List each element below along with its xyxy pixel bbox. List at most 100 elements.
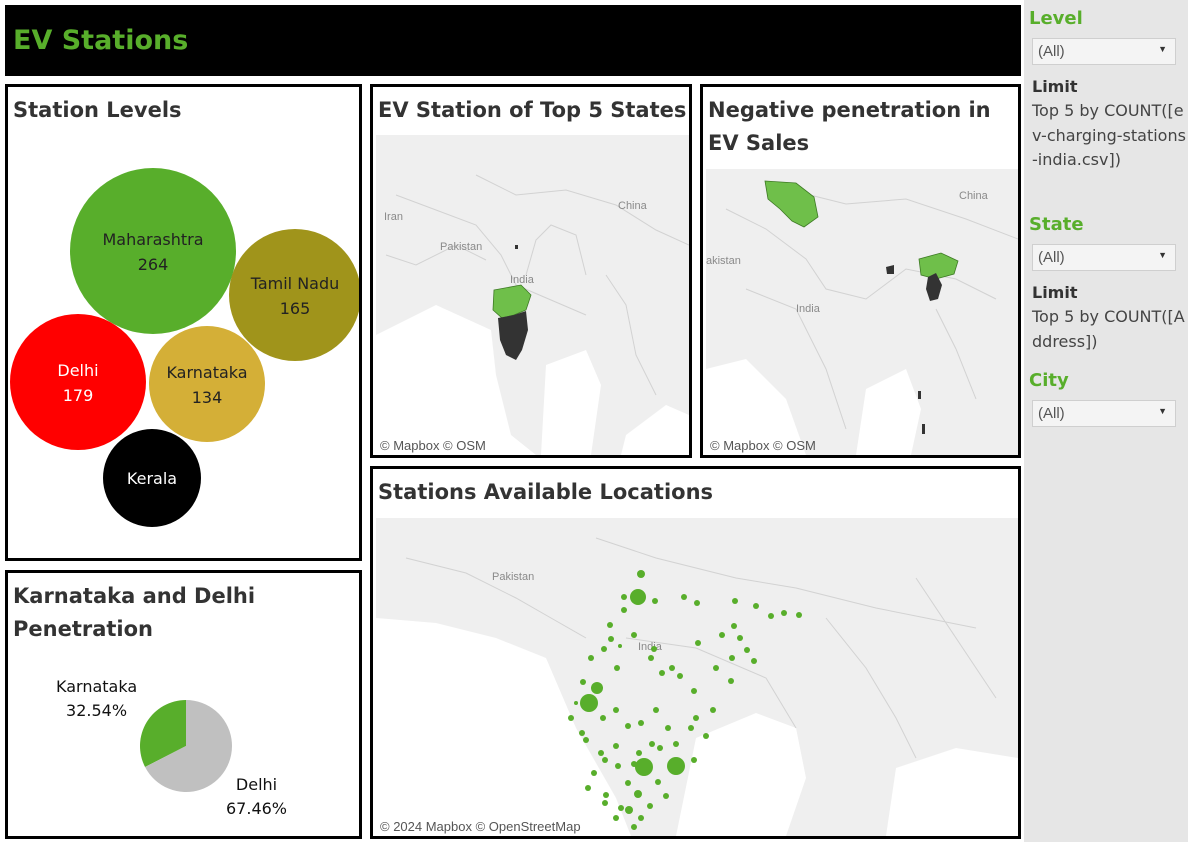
station-marker[interactable] [618,805,624,811]
station-marker[interactable] [636,750,642,756]
bubble-value-tamil-nadu: 165 [280,299,311,318]
station-marker[interactable] [585,785,591,791]
station-marker[interactable] [580,679,586,685]
bubble-kerala[interactable] [103,429,201,527]
station-marker[interactable] [583,737,589,743]
station-marker[interactable] [634,790,642,798]
level-filter-dropdown[interactable]: (All) ▼ [1032,38,1176,65]
station-marker[interactable] [603,792,609,798]
station-marker[interactable] [796,612,802,618]
station-marker[interactable] [588,655,594,661]
station-marker[interactable] [621,594,627,600]
level-filter-title: Level [1029,8,1083,29]
station-location-markers [568,570,802,830]
top5-states-map[interactable]: Iran Pakistan India China © Mapbox © OSM [376,135,689,455]
station-marker[interactable] [618,644,622,648]
station-marker[interactable] [651,646,657,652]
station-marker[interactable] [600,715,606,721]
negative-map-attribution: © Mapbox © OSM [710,438,816,453]
station-marker[interactable] [647,803,653,809]
station-marker[interactable] [602,757,608,763]
station-marker[interactable] [580,694,598,712]
stations-locations-map[interactable]: Pakistan India © 2024 Mapbox © OpenStree… [376,518,1018,836]
station-marker[interactable] [601,646,607,652]
station-marker[interactable] [625,723,631,729]
station-marker[interactable] [703,733,709,739]
bubble-value-delhi: 179 [63,386,94,405]
station-marker[interactable] [631,824,637,830]
station-marker[interactable] [751,658,757,664]
state-filter-dropdown[interactable]: (All) ▼ [1032,244,1176,271]
station-marker[interactable] [621,607,627,613]
station-marker[interactable] [781,610,787,616]
bubble-label-kerala: Kerala [127,469,177,488]
station-marker[interactable] [657,745,663,751]
station-marker[interactable] [768,613,774,619]
station-marker[interactable] [638,720,644,726]
station-marker[interactable] [719,632,725,638]
bubble-karnataka[interactable] [149,326,265,442]
station-marker[interactable] [631,632,637,638]
station-marker[interactable] [659,670,665,676]
station-marker[interactable] [737,635,743,641]
station-marker[interactable] [729,655,735,661]
top5-map-attribution: © Mapbox © OSM [380,438,486,453]
station-marker[interactable] [625,780,631,786]
station-marker[interactable] [613,815,619,821]
station-marker[interactable] [731,623,737,629]
station-marker[interactable] [615,763,621,769]
station-marker[interactable] [631,761,637,767]
station-marker[interactable] [673,741,679,747]
bubble-maharashtra[interactable] [70,168,236,334]
station-marker[interactable] [663,793,669,799]
station-marker[interactable] [728,678,734,684]
station-marker[interactable] [579,730,585,736]
station-marker[interactable] [732,598,738,604]
station-marker[interactable] [695,640,701,646]
station-marker[interactable] [667,757,685,775]
station-marker[interactable] [694,600,700,606]
station-marker[interactable] [574,701,578,705]
station-marker[interactable] [630,589,646,605]
station-marker[interactable] [568,715,574,721]
pie-slice-karnataka[interactable] [139,700,186,767]
station-marker[interactable] [637,570,645,578]
station-marker[interactable] [655,779,661,785]
station-marker[interactable] [710,707,716,713]
negative-penetration-map[interactable]: akistan India China © Mapbox © OSM [706,169,1018,455]
station-marker[interactable] [649,741,655,747]
station-marker[interactable] [638,815,644,821]
station-marker[interactable] [591,682,603,694]
station-marker[interactable] [613,743,619,749]
pie-slice-delhi[interactable] [145,700,232,792]
map-label-india: India [510,274,535,286]
station-marker[interactable] [608,636,614,642]
penetration-pie-chart [139,700,232,792]
station-marker[interactable] [691,757,697,763]
station-marker[interactable] [665,725,671,731]
station-marker[interactable] [625,806,633,814]
station-marker[interactable] [713,665,719,671]
bubble-tamil-nadu[interactable] [229,229,359,361]
station-marker[interactable] [744,647,750,653]
station-marker[interactable] [669,665,675,671]
station-marker[interactable] [681,594,687,600]
station-marker[interactable] [648,655,654,661]
station-marker[interactable] [613,707,619,713]
station-marker[interactable] [753,603,759,609]
city-filter-dropdown[interactable]: (All) ▼ [1032,400,1176,427]
station-marker[interactable] [691,688,697,694]
station-marker[interactable] [614,665,620,671]
station-marker[interactable] [677,673,683,679]
map-label-iran: Iran [384,211,403,223]
bubble-delhi[interactable] [10,314,146,450]
station-marker[interactable] [602,800,608,806]
station-marker[interactable] [652,598,658,604]
station-marker[interactable] [693,715,699,721]
station-marker[interactable] [607,622,613,628]
station-marker[interactable] [688,725,694,731]
station-marker[interactable] [598,750,604,756]
station-marker[interactable] [635,758,653,776]
station-marker[interactable] [653,707,659,713]
station-marker[interactable] [591,770,597,776]
